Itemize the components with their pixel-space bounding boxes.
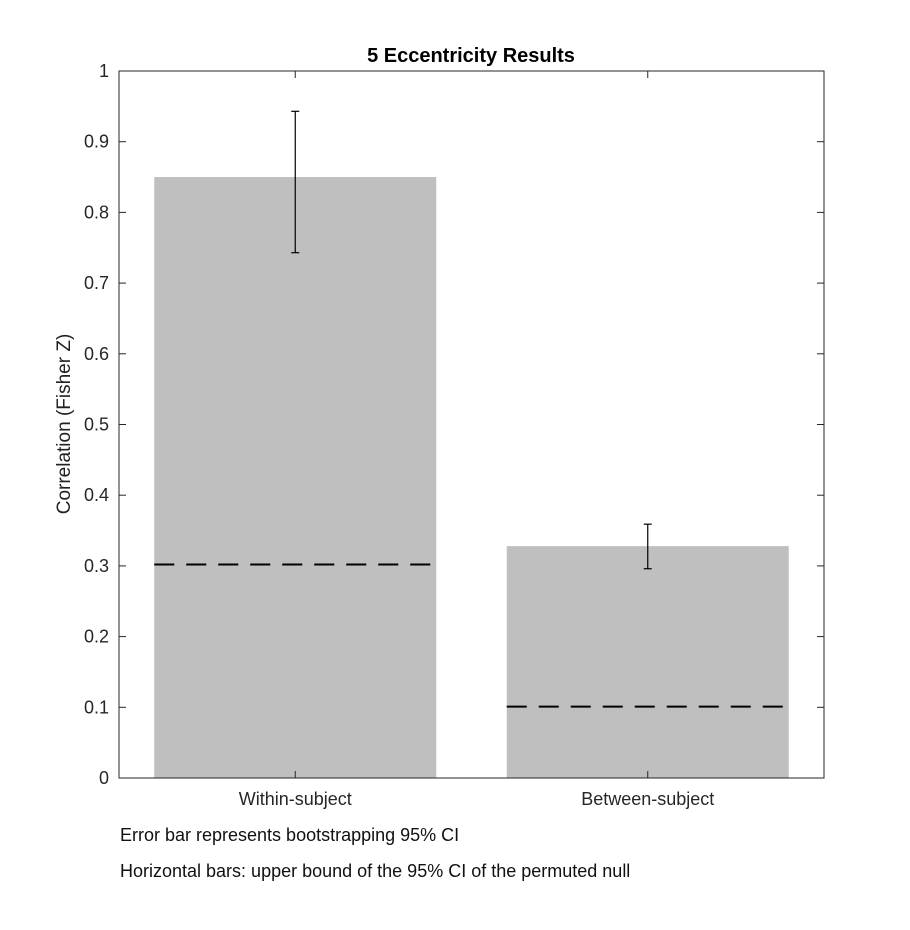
bar-2 xyxy=(506,546,789,778)
y-tick-label: 1 xyxy=(99,61,109,81)
y-tick-label: 0.8 xyxy=(84,202,109,222)
y-axis-label: Correlation (Fisher Z) xyxy=(54,334,75,515)
bar-1 xyxy=(154,177,437,779)
y-tick-label: 0.9 xyxy=(84,132,109,152)
error-bar-note: Error bar represents bootstrapping 95% C… xyxy=(120,825,460,845)
y-tick-label: 0 xyxy=(99,768,109,788)
y-tick-label: 0.5 xyxy=(84,415,109,435)
y-tick-label: 0.3 xyxy=(84,556,109,576)
y-tick-label: 0.7 xyxy=(84,273,109,293)
x-tick-label: Within-subject xyxy=(239,789,352,809)
y-tick-label: 0.1 xyxy=(84,697,109,717)
y-tick-label: 0.6 xyxy=(84,344,109,364)
y-tick-label: 0.2 xyxy=(84,627,109,647)
y-tick-label: 0.4 xyxy=(84,485,109,505)
x-tick-label: Between-subject xyxy=(581,789,714,809)
plot-area: 0 0.1 0.2 0.3 0.4 0.5 0.6 0.7 0.8 0.9 1 Within-subj… xyxy=(84,61,825,809)
null-bound-note: Horizontal bars: upper bound of the 95% … xyxy=(120,861,631,881)
chart-title: 5 Eccentricity Results xyxy=(367,45,575,67)
